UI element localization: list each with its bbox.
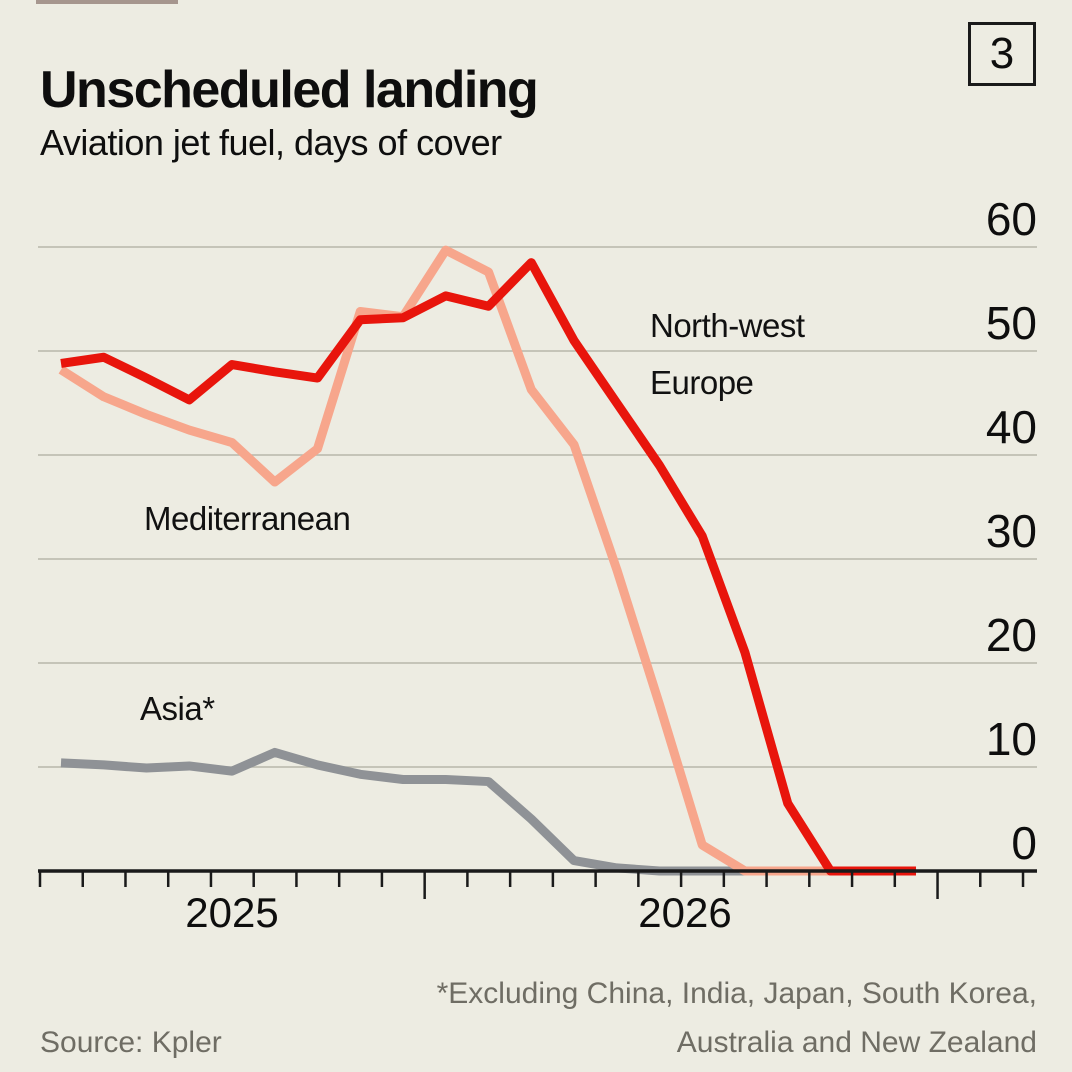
- series-line-mediterranean: [58, 245, 831, 876]
- series-label-mediterranean: Mediterranean: [144, 500, 351, 537]
- footnote-line-1: *Excluding China, India, Japan, South Ko…: [436, 977, 1037, 1010]
- y-axis-label-0: 0: [1011, 817, 1037, 869]
- series-line-asia: [60, 747, 745, 876]
- series-label-north-west-europe: North-west Europe: [650, 307, 805, 401]
- chart-subtitle: Aviation jet fuel, days of cover: [40, 122, 502, 163]
- footnote: *Excluding China, India, Japan, South Ko…: [317, 970, 1037, 1067]
- y-axis-label-20: 20: [986, 609, 1037, 661]
- y-axis-label-60: 60: [986, 193, 1037, 245]
- y-axis-label-50: 50: [986, 297, 1037, 349]
- page-title: Unscheduled landing: [40, 60, 539, 119]
- x-axis-year-label-2026: 2026: [638, 889, 731, 936]
- footnote-line-2: Australia and New Zealand: [676, 1025, 1037, 1059]
- figure-number-box: 3: [968, 22, 1036, 86]
- y-axis-label-30: 30: [986, 505, 1037, 557]
- y-axis-label-40: 40: [986, 401, 1037, 453]
- y-axis-label-10: 10: [986, 713, 1037, 765]
- figure-number: 3: [989, 29, 1015, 78]
- brand-red-tab: [36, 0, 178, 4]
- series-line-north-west-europe: [60, 258, 916, 876]
- source-credit: Source: Kpler: [40, 1026, 222, 1059]
- x-axis-year-label-2025: 2025: [185, 889, 278, 936]
- series-label-asia: Asia*: [140, 690, 215, 727]
